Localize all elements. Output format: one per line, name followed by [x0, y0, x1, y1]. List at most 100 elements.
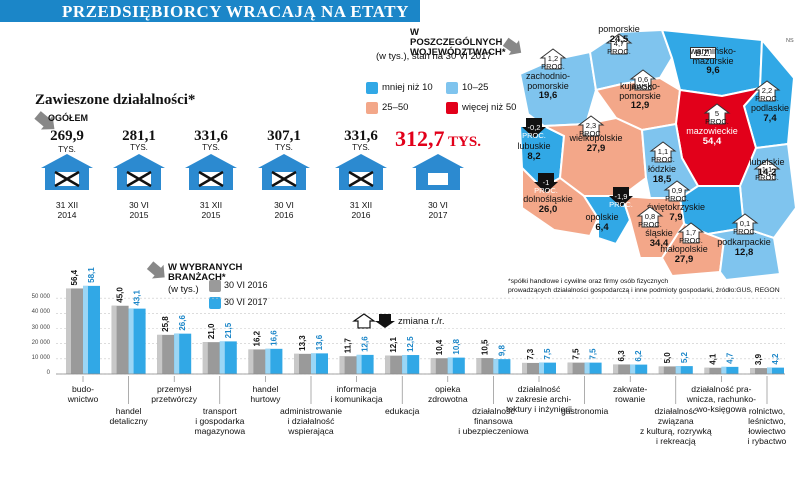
bar-2017-highlight	[174, 333, 180, 374]
region-change: 1,1 PROC.	[755, 165, 779, 182]
bar-2016-highlight	[339, 356, 345, 374]
region-value: 7,9	[669, 211, 683, 223]
y-tick-label: 30 000	[31, 324, 50, 331]
region-label: pomorskie 24,5	[574, 24, 664, 44]
bar-2017-highlight	[402, 355, 408, 374]
region-value: 6,4	[595, 221, 609, 233]
bar-2017-highlight	[675, 366, 681, 374]
legend-label: 10–25	[462, 82, 489, 93]
category-label: edukacja	[384, 406, 420, 416]
bar-2016-highlight	[750, 368, 755, 374]
region-label: podkarpackie 12,8	[699, 237, 789, 257]
y-tick-label: 20 000	[31, 339, 50, 346]
bar-2016-highlight	[202, 342, 208, 374]
region-change: 1,1 PROC.	[651, 147, 675, 164]
bar-2017	[630, 364, 648, 374]
suspended-date: 31 XII 2015	[199, 200, 223, 220]
bar-2016-highlight	[704, 367, 710, 374]
bar-2017	[767, 367, 784, 374]
suspended-value: 269,9	[50, 128, 84, 144]
suspended-date: 30 VI 2016	[274, 200, 294, 220]
arrow-icon	[34, 111, 55, 130]
region-label: mazowieckie 54,4	[667, 126, 757, 147]
legend-label: więcej niż 50	[462, 102, 517, 113]
bar-2017	[721, 366, 739, 374]
region-label: zachodnio- pomorskie 19,6	[503, 71, 593, 101]
region-label: łódzkie 18,5	[617, 164, 707, 185]
bar-2016	[704, 367, 722, 374]
arrow-up-icon	[629, 69, 657, 91]
arrow-down-icon	[534, 173, 558, 193]
region-change: 2,3 PROC.	[579, 121, 603, 138]
category-label: działalność w zakresie archi- tektury i …	[506, 384, 572, 414]
bar-value-2016: 45,0	[116, 287, 125, 303]
suspended-value: 331,6	[194, 128, 228, 144]
arrow-up-icon	[577, 115, 605, 137]
bar-2016-highlight	[157, 334, 163, 374]
category-label: budo- wnictwo	[67, 384, 99, 404]
bar-value-2017: 6,2	[634, 350, 643, 362]
overall-label: OGÓŁEM	[48, 113, 88, 123]
bar-2017-highlight	[447, 357, 453, 374]
bar-value-2017: 7,5	[589, 348, 598, 360]
region-wielkopolskie	[540, 116, 648, 197]
region-label: małopolskie 27,9	[639, 244, 729, 264]
region-value: 7,4	[763, 112, 777, 124]
change-legend-label: zmiana r./r.	[398, 316, 445, 327]
region-value: 54,4	[702, 135, 722, 147]
bar-value-2016: 11,7	[344, 338, 353, 354]
suspended-title: Zawieszone działalności*	[35, 92, 196, 108]
region-change: 5 PROC.	[705, 109, 729, 126]
region-name: podlaskie	[750, 103, 790, 113]
region-label: kujawsko- pomorskie 12,9	[595, 81, 685, 111]
bar-2017-highlight	[311, 353, 316, 374]
bar-value-2016: 7,3	[526, 348, 535, 360]
bar-value-2016: 16,2	[252, 330, 261, 346]
category-label: działalność pra- wnicza, rachunko- wo-ks…	[686, 384, 757, 414]
region-label: wielkopolskie 27,9	[551, 133, 641, 153]
bar-value-2017: 10,8	[452, 338, 461, 354]
region-value: 12,9	[630, 100, 650, 111]
bar-value-2017: 13,6	[315, 334, 324, 350]
bar-value-2017: 12,5	[406, 336, 415, 352]
bar-2017-highlight	[767, 367, 772, 374]
bar-value-2016: 13,3	[298, 335, 307, 351]
bar-value-2017: 5,2	[680, 351, 689, 363]
suspended-value: 307,1	[267, 128, 301, 144]
suspended-date: 31 XII 2014	[55, 200, 79, 220]
region-change: 0,6 PROC.	[631, 75, 655, 92]
category-label: gastronomia	[560, 406, 609, 416]
region-name: lubelskie	[749, 157, 785, 167]
arrow-up-icon	[677, 222, 705, 244]
bar-2017-highlight	[584, 362, 590, 374]
y-tick-label: 40 000	[31, 309, 50, 316]
bar-2016-highlight	[248, 349, 254, 374]
bar-2016-highlight	[476, 358, 482, 374]
region-name: kujawsko- pomorskie	[619, 81, 661, 101]
arrow-up-icon	[539, 48, 567, 70]
region-value: 18,5	[652, 173, 672, 185]
bar-value-2017: 4,7	[725, 352, 734, 364]
region-name: opolskie	[585, 212, 619, 222]
category-label: handel detaliczny	[109, 406, 148, 426]
bar-value-2017: 9,8	[497, 344, 506, 356]
region-label: lubelskie 14,2	[722, 157, 805, 177]
bar-value-2016: 12,1	[389, 337, 398, 353]
region-value: 9,6	[706, 65, 720, 76]
category-label: administrowanie i działalność wspierając…	[279, 406, 343, 436]
category-label: opieka zdrowotna	[427, 384, 468, 404]
arrow-up-icon	[636, 206, 664, 228]
region-name: warmińsko- mazurskie	[689, 46, 736, 66]
bar-value-2016: 56,4	[70, 269, 79, 285]
bar-2017-highlight	[539, 362, 544, 374]
page-title: Przedsiębiorcy wracają na etaty	[62, 2, 409, 21]
suspended-date: 30 VI 2015	[129, 200, 149, 220]
bar-2017-highlight	[219, 341, 225, 374]
bar-2016	[522, 362, 539, 374]
region-value: 8,2	[527, 150, 541, 162]
legend-label: mniej niż 10	[382, 82, 433, 93]
bar-value-2016: 25,8	[161, 316, 170, 332]
bar-value-2017: 58,1	[87, 267, 96, 283]
region-name: lubuskie	[517, 141, 551, 151]
